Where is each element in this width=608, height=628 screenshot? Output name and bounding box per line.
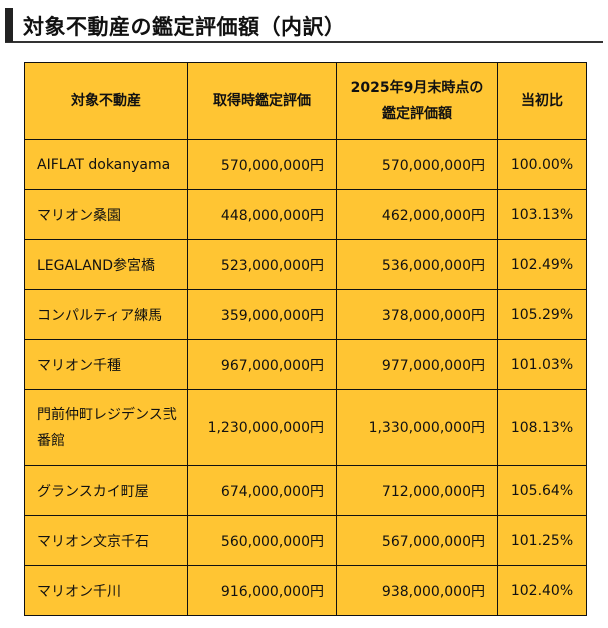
table-row: コンパルティア練馬 359,000,000円 378,000,000円 105.29% [24,289,587,340]
ratio: 101.25% [497,515,587,566]
current-valuation: 570,000,000円 [336,139,498,190]
table-row: 門前仲町レジデンス弐番館 1,230,000,000円 1,330,000,000円… [24,389,587,466]
property-name: グランスカイ町屋 [24,465,188,516]
property-name: マリオン桑園 [24,189,188,240]
heading-accent-bar [5,8,13,42]
current-valuation: 938,000,000円 [336,565,498,616]
heading-title: 対象不動産の鑑定評価額（内訳） [23,15,346,39]
header-property: 対象不動産 [24,62,188,140]
current-valuation: 462,000,000円 [336,189,498,240]
acquisition-valuation: 560,000,000円 [187,515,337,566]
current-valuation: 712,000,000円 [336,465,498,516]
header-current-line2: 鑑定評価額 [382,106,452,122]
acquisition-valuation: 570,000,000円 [187,139,337,190]
property-name: マリオン文京千石 [24,515,188,566]
ratio: 108.13% [497,389,587,466]
current-valuation: 378,000,000円 [336,289,498,340]
ratio: 102.40% [497,565,587,616]
acquisition-valuation: 674,000,000円 [187,465,337,516]
property-name: コンパルティア練馬 [24,289,188,340]
acquisition-valuation: 916,000,000円 [187,565,337,616]
acquisition-valuation: 448,000,000円 [187,189,337,240]
current-valuation: 567,000,000円 [336,515,498,566]
acquisition-valuation: 967,000,000円 [187,339,337,390]
ratio: 105.29% [497,289,587,340]
table-row: グランスカイ町屋 674,000,000円 712,000,000円 105.64% [24,465,587,516]
ratio: 103.13% [497,189,587,240]
section-heading: 対象不動産の鑑定評価額（内訳） [5,8,603,43]
acquisition-valuation: 1,230,000,000円 [187,389,337,466]
header-current-line1: 2025年9月末時点の [350,80,484,96]
table-row: マリオン千川 916,000,000円 938,000,000円 102.40% [24,565,587,616]
property-name: マリオン千川 [24,565,188,616]
table-row: LEGALAND参宮橋 523,000,000円 536,000,000円 102.4… [24,239,587,290]
acquisition-valuation: 359,000,000円 [187,289,337,340]
valuation-table: 対象不動産 取得時鑑定評価 2025年9月末時点の 鑑定評価額 当初比 AIFLA… [24,62,587,616]
header-acquisition-valuation: 取得時鑑定評価 [187,62,337,140]
header-ratio: 当初比 [497,62,587,140]
property-name: LEGALAND参宮橋 [24,239,188,290]
ratio: 101.03% [497,339,587,390]
ratio: 100.00% [497,139,587,190]
acquisition-valuation: 523,000,000円 [187,239,337,290]
current-valuation: 1,330,000,000円 [336,389,498,466]
table-row: マリオン千種 967,000,000円 977,000,000円 101.03% [24,339,587,390]
table-row: マリオン桑園 448,000,000円 462,000,000円 103.13% [24,189,587,240]
table-row: マリオン文京千石 560,000,000円 567,000,000円 101.25% [24,515,587,566]
ratio: 105.64% [497,465,587,516]
property-name: 門前仲町レジデンス弐番館 [24,389,188,466]
table-header-row: 対象不動産 取得時鑑定評価 2025年9月末時点の 鑑定評価額 当初比 [24,62,587,140]
current-valuation: 536,000,000円 [336,239,498,290]
property-name: マリオン千種 [24,339,188,390]
current-valuation: 977,000,000円 [336,339,498,390]
property-name: AIFLAT dokanyama [24,139,188,190]
ratio: 102.49% [497,239,587,290]
header-current-valuation: 2025年9月末時点の 鑑定評価額 [336,62,498,140]
table-row: AIFLAT dokanyama 570,000,000円 570,000,000円… [24,139,587,190]
